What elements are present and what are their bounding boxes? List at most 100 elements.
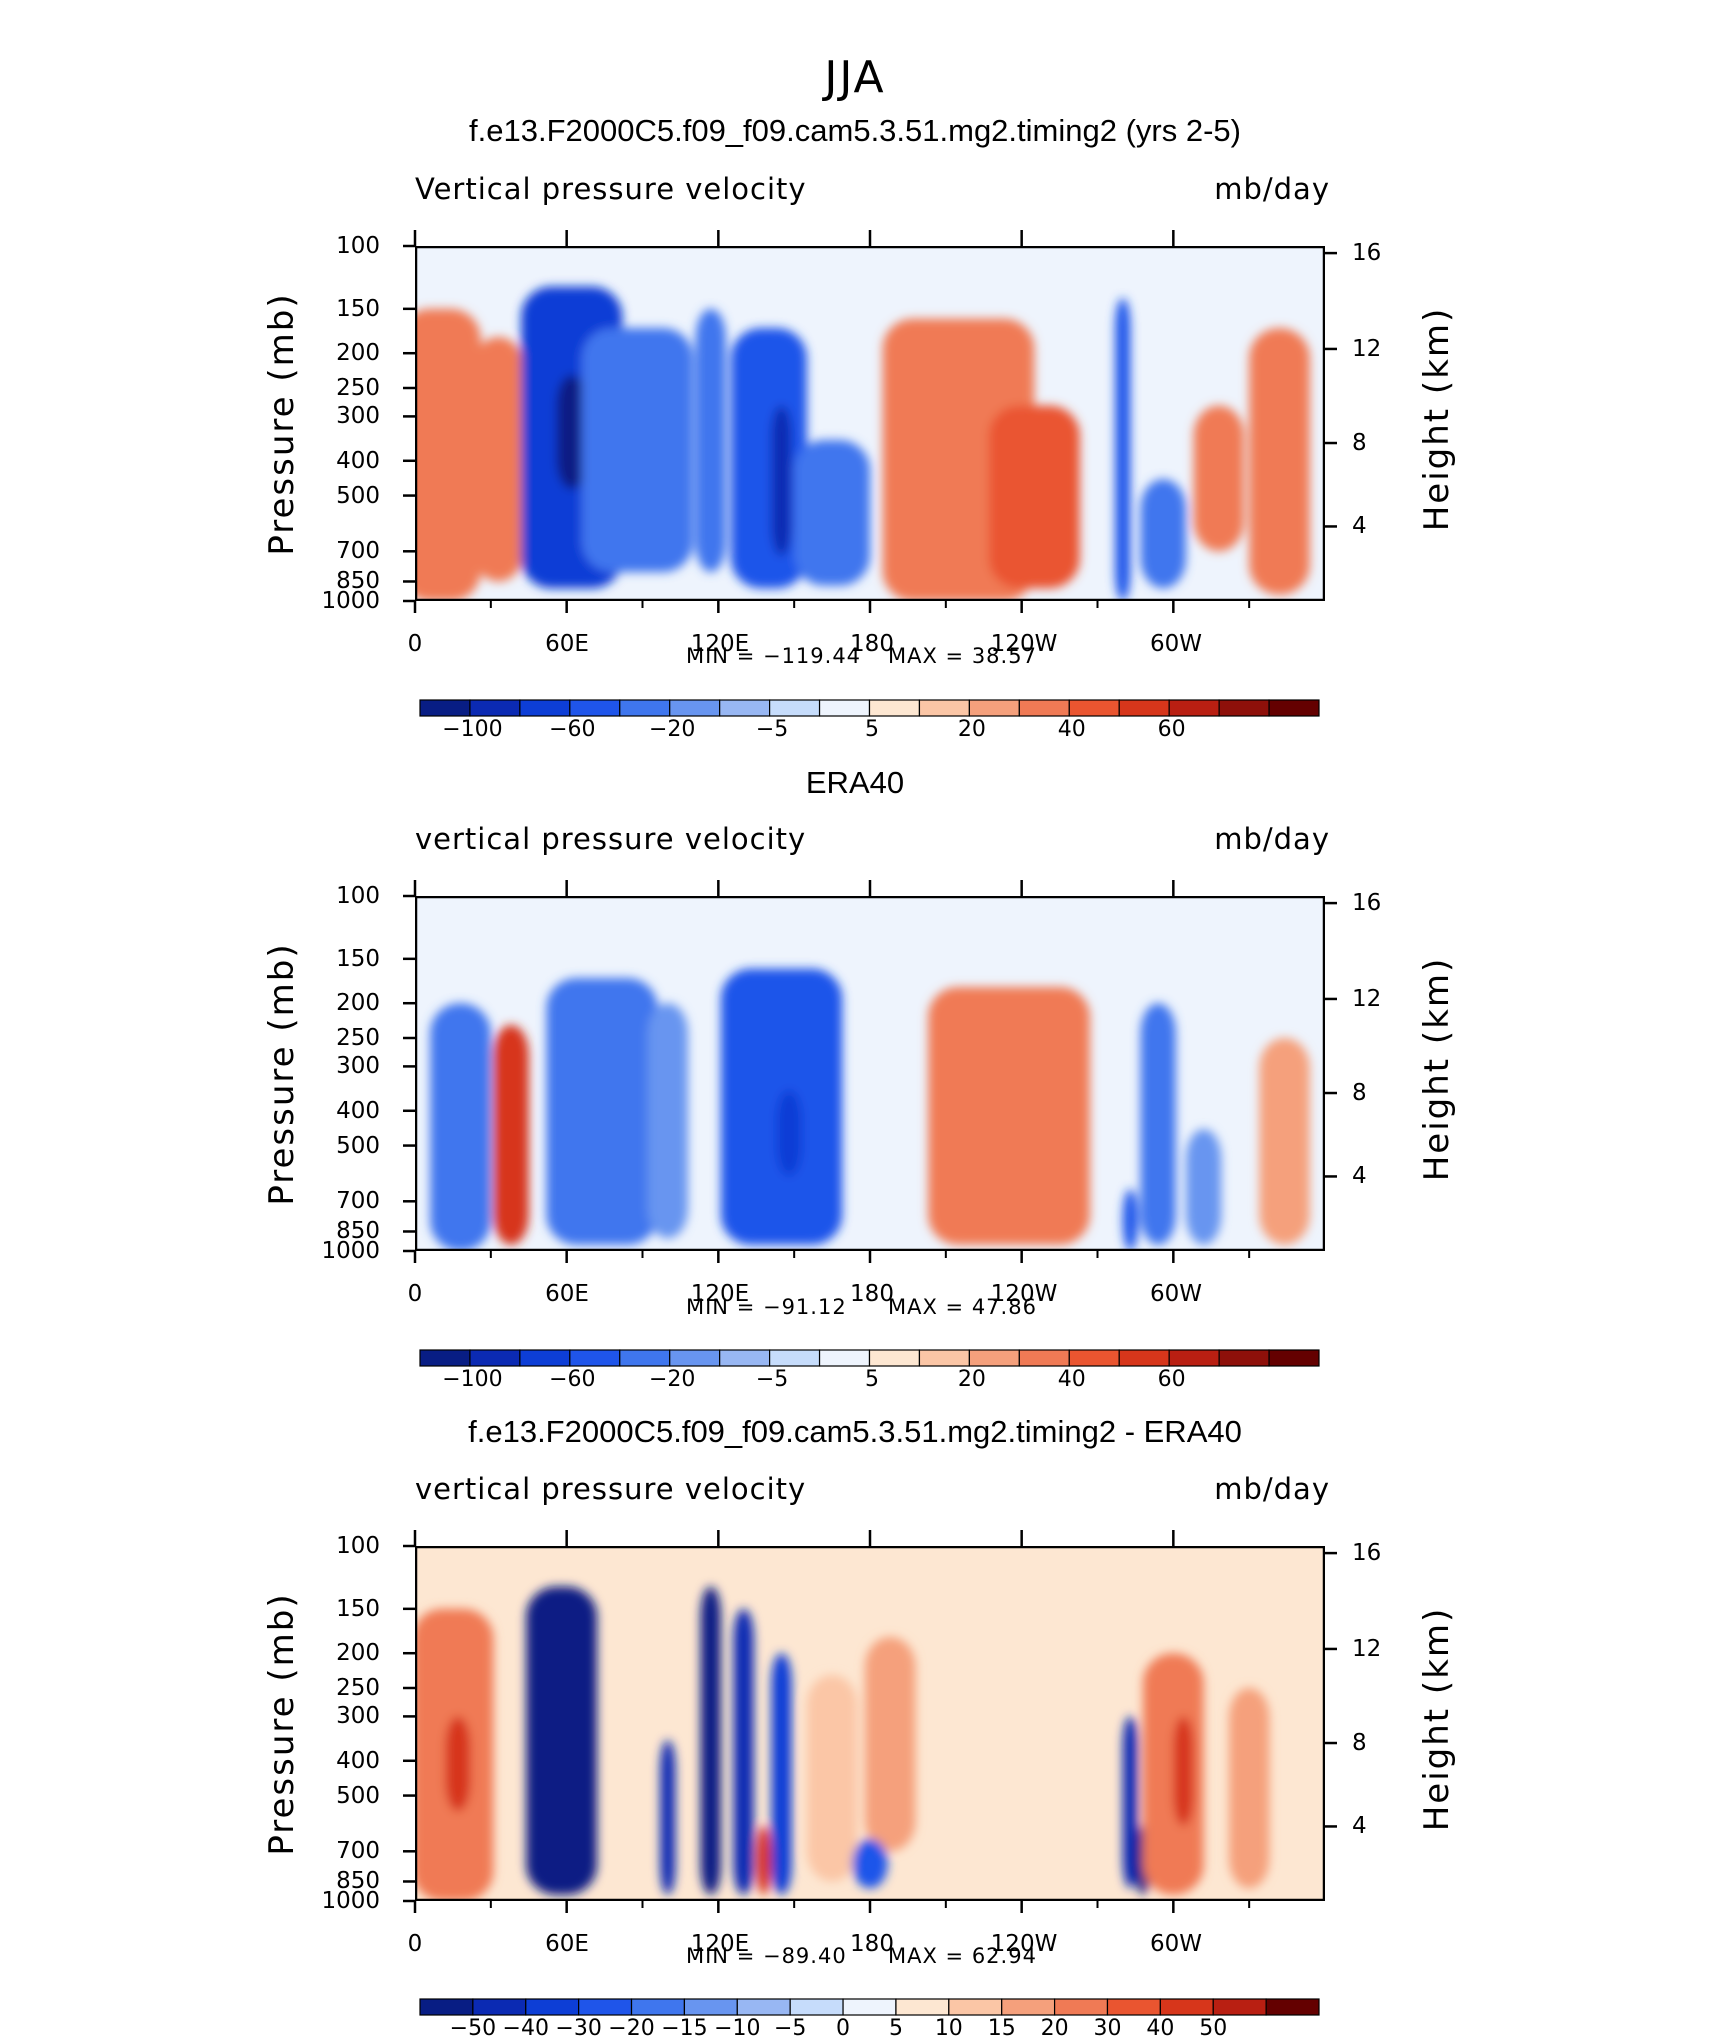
- y-tick-label: 200: [336, 1640, 380, 1667]
- colorbar-label: −100: [442, 1367, 503, 1392]
- colorbar-swatch: [842, 1998, 897, 2016]
- colorbar-swatch: [419, 699, 471, 717]
- heatmap-plot: [415, 246, 1325, 601]
- x-tick-label: 60W: [1149, 1931, 1203, 1957]
- colorbar-swatch: [669, 699, 721, 717]
- colorbar-swatch: [1118, 699, 1170, 717]
- field-feature: [1228, 1688, 1270, 1889]
- field-feature: [988, 405, 1080, 589]
- y2-tick-label: 8: [1352, 1080, 1367, 1107]
- field-feature: [700, 1586, 721, 1895]
- colorbar-swatch: [1168, 1349, 1220, 1367]
- y-tick-label: 850: [336, 1218, 380, 1245]
- field-feature: [660, 1740, 676, 1895]
- colorbar-label: 40: [1057, 1367, 1086, 1392]
- colorbar-label: 20: [957, 717, 986, 742]
- colorbar-label: 20: [957, 1367, 986, 1392]
- x-tick-label: 60W: [1149, 1281, 1203, 1307]
- colorbar-swatch: [569, 1349, 621, 1367]
- colorbar-swatch: [1106, 1998, 1161, 2016]
- y-tick-label: 700: [336, 1838, 380, 1865]
- y2-tick-label: 8: [1352, 1730, 1367, 1757]
- variable-label: Vertical pressure velocity: [415, 172, 807, 206]
- field-feature: [771, 405, 792, 556]
- max-label: MAX = 62.94: [888, 1944, 1037, 1968]
- min-label: MIN = −119.44: [686, 644, 862, 668]
- colorbar-swatch: [968, 1349, 1020, 1367]
- variable-label: vertical pressure velocity: [415, 1472, 807, 1506]
- colorbar-swatch: [619, 1349, 671, 1367]
- y-axis-label: Pressure (mb): [262, 291, 302, 556]
- y-tick-label: 300: [336, 1053, 380, 1080]
- y-tick-label: 400: [336, 1747, 380, 1774]
- colorbar-swatch: [419, 1998, 474, 2016]
- y2-tick-label: 16: [1352, 240, 1382, 267]
- y2-axis-label: Height (km): [1417, 956, 1457, 1181]
- field-feature: [794, 440, 870, 586]
- colorbar-swatch: [769, 1349, 821, 1367]
- x-tick-label: 120E: [690, 1931, 750, 1957]
- colorbar-swatch: [1118, 1349, 1170, 1367]
- colorbar-label: 50: [1199, 2016, 1228, 2041]
- y2-tick-label: 12: [1352, 985, 1382, 1012]
- field-feature: [1140, 479, 1186, 589]
- y-tick-label: 300: [336, 1703, 380, 1730]
- colorbar-swatch: [619, 699, 671, 717]
- colorbar-swatch: [736, 1998, 791, 2016]
- field-feature: [776, 1090, 802, 1176]
- x-tick-label: 180: [850, 1281, 894, 1307]
- colorbar-swatch: [1218, 699, 1270, 717]
- y-tick-label: 200: [336, 990, 380, 1017]
- y-tick-label: 150: [336, 945, 380, 972]
- field-feature: [852, 1839, 888, 1889]
- colorbar-label: 5: [888, 2016, 903, 2041]
- x-tick-label: 0: [407, 1281, 423, 1307]
- y-tick-label: 1000: [321, 1888, 380, 1914]
- colorbar-swatch: [968, 699, 1020, 717]
- y2-tick-label: 4: [1352, 513, 1367, 540]
- colorbar-swatch: [1268, 1349, 1320, 1367]
- y2-tick-label: 16: [1352, 1540, 1382, 1567]
- colorbar-label: −10: [714, 2016, 761, 2041]
- units-label: mb/day: [1214, 1472, 1330, 1506]
- y-tick-label: 700: [336, 538, 380, 565]
- field-feature: [556, 375, 587, 490]
- y-tick-label: 250: [336, 1025, 380, 1051]
- max-label: MAX = 47.86: [888, 1295, 1037, 1319]
- y2-tick-label: 8: [1352, 430, 1367, 457]
- y-tick-label: 200: [336, 340, 380, 367]
- colorbar-label: 40: [1146, 2016, 1175, 2041]
- colorbar-label: 30: [1093, 2016, 1122, 2041]
- heatmap-plot: [415, 896, 1325, 1251]
- colorbar-swatch: [525, 1998, 580, 2016]
- colorbar-label: −5: [755, 1367, 789, 1392]
- colorbar-swatch: [918, 1349, 970, 1367]
- field-feature: [1249, 328, 1310, 595]
- colorbar-label: 5: [864, 1367, 879, 1392]
- y2-tick-label: 16: [1352, 890, 1382, 917]
- x-tick-label: 60W: [1149, 631, 1203, 657]
- colorbar-label: −30: [555, 2016, 602, 2041]
- colorbar-swatch: [669, 1349, 721, 1367]
- colorbar-swatch: [868, 699, 921, 717]
- field-feature: [647, 1003, 688, 1239]
- max-label: MAX = 38.57: [888, 644, 1037, 668]
- x-tick-label: 120E: [690, 631, 750, 657]
- min-label: MIN = −89.40: [686, 1944, 847, 1968]
- colorbar-label: 20: [1040, 2016, 1069, 2041]
- colorbar-swatch: [719, 699, 771, 717]
- colorbar-swatch: [948, 1998, 1003, 2016]
- colorbar-swatch: [578, 1998, 633, 2016]
- colorbar-swatch: [472, 1998, 527, 2016]
- y-tick-label: 100: [336, 883, 380, 909]
- field-feature: [430, 1003, 491, 1251]
- colorbar-label: −20: [649, 717, 696, 742]
- x-tick-label: 120W: [990, 1931, 1058, 1957]
- units-label: mb/day: [1214, 172, 1330, 206]
- colorbar-label: 60: [1157, 717, 1186, 742]
- y-tick-label: 400: [336, 447, 380, 474]
- colorbar-swatch: [1268, 699, 1320, 717]
- y-tick-label: 400: [336, 1097, 380, 1124]
- field-feature: [1259, 1038, 1310, 1245]
